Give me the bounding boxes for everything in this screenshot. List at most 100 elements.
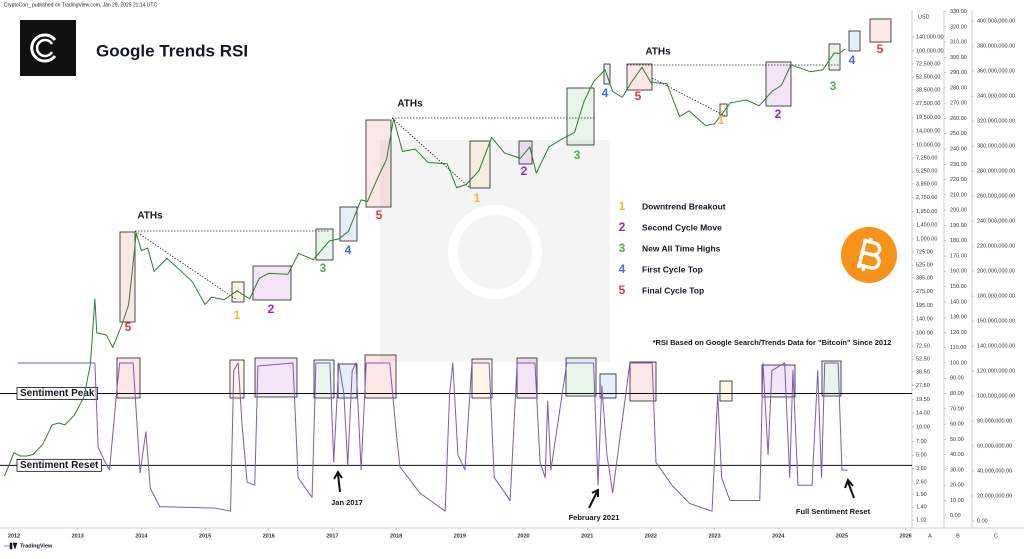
cycle-label: 3 [320, 261, 327, 275]
trend-line [391, 117, 595, 189]
box [719, 380, 733, 402]
y-tick-label: 190.00 [950, 223, 967, 229]
axis-footer: C [994, 533, 998, 539]
box [471, 358, 493, 399]
y-tick-label: 40.00 [950, 452, 964, 458]
y-tick-label: 320.00 [950, 24, 967, 30]
y-tick-label: 400,000,000.00 [977, 19, 1015, 25]
logo-mark [35, 38, 54, 58]
box [313, 359, 335, 399]
cycle-label: 3 [830, 79, 837, 93]
y-tick-label: 60.00 [950, 422, 964, 428]
y-tick-label: 3.60 [916, 466, 927, 472]
header: CryptoCon_ published on TradingView.com,… [4, 2, 157, 8]
reference-label: Sentiment Reset [20, 460, 99, 471]
reference-label: Sentiment Peak [20, 388, 95, 399]
x-tick-label: 2021 [581, 533, 593, 539]
watermark [380, 140, 610, 362]
cycle-label: 4 [849, 53, 856, 67]
ath-label: ATHs [645, 47, 671, 58]
y-tick-label: 100.00 [950, 360, 967, 366]
box [469, 140, 491, 189]
y-tick-label: 1,950.00 [916, 209, 937, 215]
reference-label-box [16, 458, 102, 472]
y-tick-label: 275.00 [916, 289, 933, 295]
rsi-line [17, 362, 848, 512]
y-tick-label: 240,000,000.00 [977, 219, 1015, 225]
x-tick-label: 2018 [390, 533, 402, 539]
legend-text: First Cycle Top [642, 264, 703, 274]
axis-footer: A [928, 533, 932, 539]
x-tick-label: 2026 [900, 533, 912, 539]
x-tick-label: 2016 [263, 533, 275, 539]
y-tick-label: 525.00 [916, 263, 933, 269]
box [337, 363, 358, 399]
box [869, 18, 892, 43]
y-tick-label: 290.00 [950, 70, 967, 76]
box [119, 231, 136, 323]
box [252, 265, 292, 301]
arrow [844, 478, 855, 499]
x-tick-label: 2024 [772, 533, 785, 539]
y-tick-label: 280,000,000.00 [977, 169, 1015, 175]
y-tick-label: 14,000.00 [916, 129, 940, 135]
y-tick-label: 10,000.00 [916, 142, 940, 148]
trend-line [627, 64, 840, 117]
y-tick-label: 150.00 [950, 284, 967, 290]
y-tick-label: 340,000,000.00 [977, 94, 1015, 100]
y-tick-label: 220.00 [950, 177, 967, 183]
box [254, 357, 298, 398]
y-tick-label: 52,500.00 [916, 75, 940, 81]
y-tick-label: 110.00 [950, 345, 966, 351]
y-tick-label: 1.02 [916, 518, 927, 524]
legend-number: 3 [619, 241, 626, 255]
footer: TradingView [20, 543, 53, 549]
y-tick-label: 1.40 [916, 505, 927, 511]
y-tick-label: 38,500.00 [916, 87, 940, 93]
y-tick-label: 180,000,000.00 [977, 294, 1015, 300]
cycle-label: 5 [376, 208, 383, 222]
logo [20, 20, 76, 76]
legend-number: 2 [619, 220, 626, 234]
box [848, 30, 861, 52]
y-tick-label: 140.00 [950, 299, 967, 305]
legend-text: Second Cycle Move [642, 222, 722, 232]
y-tick-label: 130.00 [950, 315, 967, 321]
y-tick-label: 240.00 [950, 147, 967, 153]
plot: 140,000.00100,000.0072,500.0052,500.0038… [0, 9, 1015, 539]
y-tick-label: 260,000,000.00 [977, 194, 1015, 200]
legend-number: 1 [619, 199, 626, 213]
y-tick-label: 140,000.00 [916, 35, 944, 41]
y-tick-label: 50.00 [950, 437, 964, 443]
y-tick-label: 52.50 [916, 357, 930, 363]
y-tick-label: 3,850.00 [916, 181, 937, 187]
box [566, 87, 595, 146]
x-tick-label: 2023 [708, 533, 720, 539]
trend-line [134, 230, 330, 301]
y-tick-label: 20.00 [950, 483, 964, 489]
box [821, 360, 842, 397]
y-tick-label: 7.00 [916, 439, 927, 445]
y-tick-label: 160,000,000.00 [977, 319, 1015, 325]
cycle-label: 5 [877, 42, 884, 56]
y-tick-label: 120.00 [950, 330, 967, 336]
cycle-label: 1 [234, 308, 241, 322]
box [516, 357, 538, 399]
y-tick-label: 72,500.00 [916, 61, 940, 67]
cycle-label: 2 [521, 164, 528, 178]
box [719, 103, 728, 117]
y-tick-label: 27.50 [916, 383, 930, 389]
cycle-label: 4 [345, 243, 352, 257]
cycle-label: 4 [602, 86, 609, 100]
y-tick-label: 100,000,000.00 [977, 393, 1015, 399]
legend-number: 5 [619, 283, 626, 297]
box [629, 361, 657, 402]
y-tick-label: 270.00 [950, 101, 967, 107]
box [315, 228, 334, 261]
y-tick-label: 1,000.00 [916, 236, 937, 242]
chart-title: Google Trends RSI [96, 41, 248, 60]
y-tick-label: 14.00 [916, 411, 930, 417]
y-tick-label: 210.00 [950, 192, 967, 198]
y-tick-label: 19.50 [916, 397, 930, 403]
